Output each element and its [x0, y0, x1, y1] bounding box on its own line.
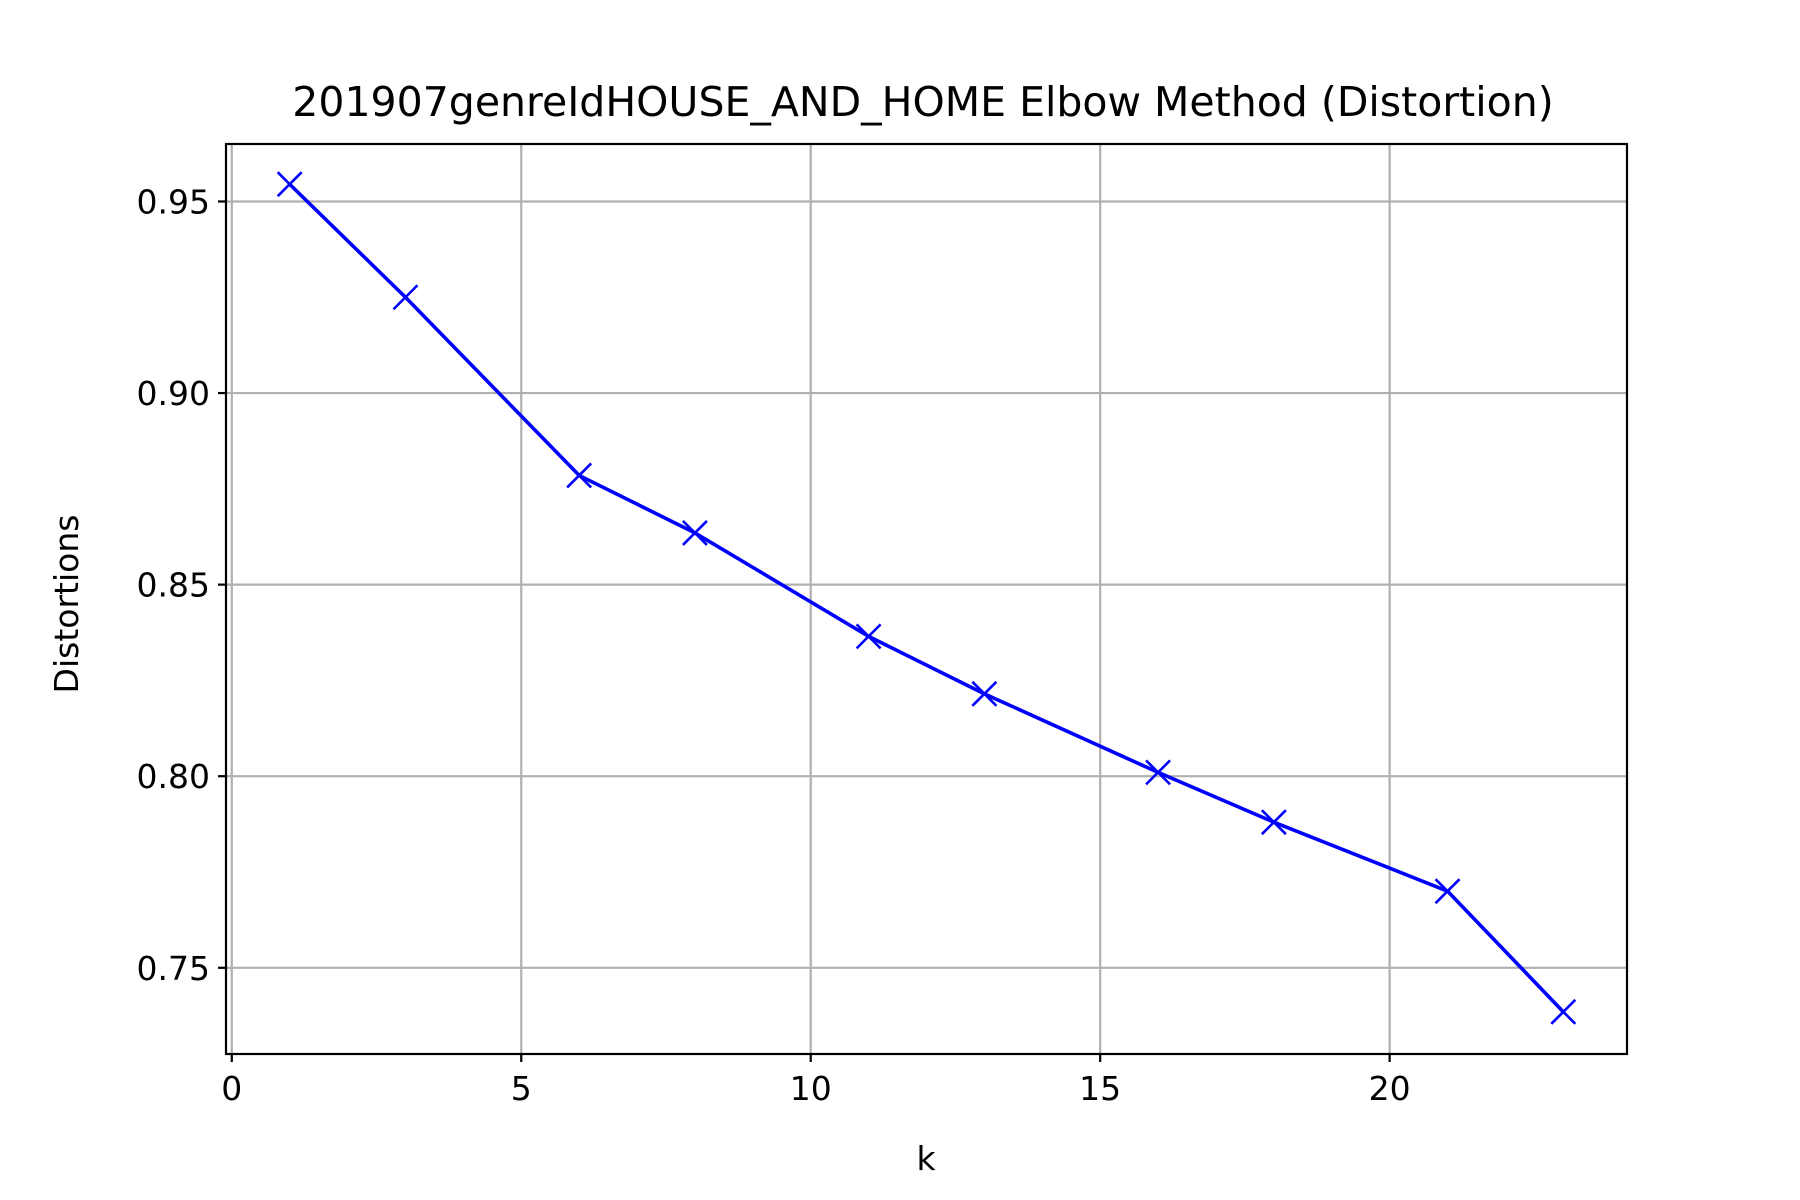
series-line — [288, 182, 1565, 1014]
data-point-marker — [1260, 809, 1287, 836]
y-tick-label: 0.75 — [137, 949, 210, 988]
data-point-marker — [682, 519, 708, 546]
x-axis-label: k — [916, 1139, 936, 1178]
x-tick-label: 5 — [511, 1069, 532, 1108]
plot-frame — [224, 142, 1629, 1056]
y-axis: 0.75 0.80 0.85 0.90 0.95 — [137, 182, 226, 988]
data-series — [276, 171, 1577, 1025]
data-point-marker — [1145, 759, 1171, 786]
data-point-marker — [855, 623, 882, 650]
x-tick-label: 20 — [1369, 1069, 1411, 1108]
y-axis-label: Distortions — [47, 515, 86, 694]
y-tick-label: 0.95 — [137, 182, 210, 221]
data-point-marker — [971, 680, 998, 707]
y-tick-label: 0.90 — [137, 374, 210, 413]
chart-title: 201907genreIdHOUSE_AND_HOME Elbow Method… — [292, 78, 1553, 126]
y-tick-label: 0.80 — [137, 757, 210, 796]
data-point-marker — [392, 284, 419, 311]
x-axis: 0 5 10 15 20 — [221, 1054, 1411, 1108]
x-tick-label: 0 — [221, 1069, 242, 1108]
data-point-marker — [1434, 878, 1461, 905]
y-tick-label: 0.85 — [137, 566, 210, 605]
data-point-marker — [566, 462, 593, 489]
grid-lines — [226, 144, 1627, 1054]
data-point-marker — [1550, 998, 1577, 1025]
x-tick-label: 15 — [1079, 1069, 1121, 1108]
data-point-marker — [276, 171, 303, 198]
x-tick-label: 10 — [790, 1069, 832, 1108]
